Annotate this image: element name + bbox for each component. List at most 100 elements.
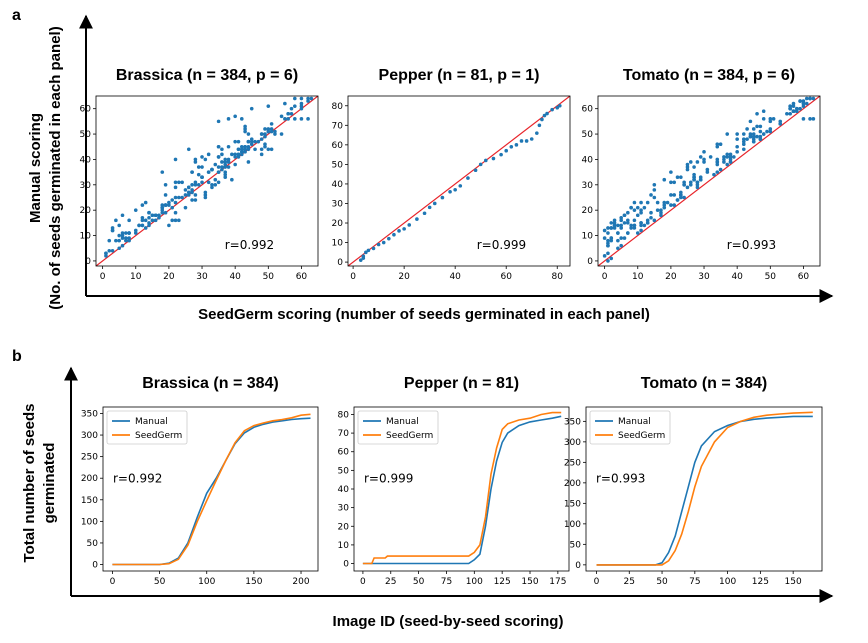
data-point: [695, 183, 700, 187]
data-point: [432, 201, 437, 206]
data-point: [216, 165, 221, 169]
data-point: [629, 223, 633, 228]
data-point: [200, 175, 204, 179]
plot-frame: [95, 95, 319, 267]
data-point: [649, 215, 653, 220]
data-point: [619, 215, 623, 220]
data-point: [682, 195, 686, 200]
data-point: [193, 183, 198, 187]
data-point: [679, 190, 683, 195]
data-point: [223, 157, 228, 162]
x-tick-label: 75: [441, 577, 452, 587]
data-point: [286, 111, 290, 116]
data-point: [705, 167, 710, 172]
data-point: [220, 160, 224, 164]
data-point: [273, 132, 277, 136]
series-line-seedgerm: [596, 411, 813, 566]
data-point: [612, 223, 617, 228]
x-tick-label: 10: [130, 272, 142, 282]
data-point: [609, 221, 614, 225]
data-point: [259, 147, 264, 152]
series-line-seedgerm: [362, 411, 562, 565]
data-point: [695, 180, 700, 185]
data-point: [173, 180, 178, 185]
data-point: [619, 226, 623, 230]
data-point: [183, 188, 188, 192]
data-point: [376, 242, 381, 247]
data-point: [672, 180, 677, 185]
data-point: [685, 167, 690, 172]
x-tick-label: 75: [689, 577, 700, 587]
data-point: [117, 223, 121, 228]
data-point: [761, 109, 766, 114]
data-point: [606, 243, 610, 248]
data-point: [440, 195, 445, 200]
data-point: [728, 160, 733, 164]
data-point: [127, 236, 131, 240]
y-tick-label: 150: [564, 499, 581, 509]
correlation-annotation: r=0.992: [113, 471, 162, 485]
data-point: [537, 123, 542, 128]
y-tick-label: 10: [582, 232, 594, 242]
data-point: [725, 152, 730, 157]
data-point: [387, 236, 391, 241]
data-point: [705, 170, 710, 174]
data-point: [702, 160, 706, 164]
data-point: [143, 218, 148, 223]
plot-frame: [597, 95, 821, 267]
data-point: [120, 213, 125, 218]
data-point: [632, 200, 637, 205]
data-point: [249, 139, 254, 144]
data-point: [639, 223, 643, 228]
chart-scatter-brassica: Brassica (n = 384, p = 6) 0 10 20 30 40 50 60 0 1…: [80, 67, 319, 282]
data-point: [514, 143, 519, 147]
data-point: [602, 254, 607, 258]
data-point: [163, 183, 168, 187]
data-point: [751, 134, 756, 139]
data-point: [778, 119, 783, 124]
data-point: [427, 205, 432, 210]
data-point: [239, 150, 244, 154]
plot-area: [348, 96, 570, 266]
data-point: [788, 111, 792, 116]
data-point: [273, 129, 277, 134]
x-tick-label: 100: [719, 577, 736, 587]
data-point: [233, 114, 237, 119]
data-point: [220, 167, 224, 172]
x-tick-label: 30: [196, 272, 208, 282]
data-point: [645, 218, 650, 223]
data-point: [177, 195, 181, 200]
x-tick-label: 0: [594, 577, 600, 587]
data-point: [140, 203, 145, 207]
data-point: [509, 145, 514, 149]
data-point: [293, 104, 297, 108]
data-point: [153, 218, 158, 223]
data-point: [256, 139, 261, 144]
data-point: [186, 185, 191, 190]
data-point: [147, 210, 151, 215]
data-point: [619, 243, 623, 248]
data-point: [632, 218, 637, 223]
data-point: [801, 101, 806, 106]
data-point: [269, 129, 274, 134]
data-point: [364, 250, 368, 255]
y-tick-label: 350: [564, 417, 581, 427]
data-point: [612, 221, 617, 225]
data-point: [755, 134, 759, 139]
data-point: [147, 215, 151, 220]
data-point: [289, 111, 294, 116]
data-point: [524, 139, 529, 143]
data-point: [669, 180, 673, 185]
data-point: [652, 188, 657, 192]
data-point: [236, 152, 241, 157]
data-point: [223, 162, 228, 167]
data-point: [761, 132, 766, 136]
y-tick-label: 30: [338, 504, 350, 514]
chart-cumul-pepper: Pepper (n = 81) 0 25 50 75 100 125 150 175 0 10 20 3…: [338, 375, 570, 587]
y-tick-label: 50: [80, 130, 92, 140]
y-tick-label: 80: [332, 102, 344, 112]
data-point: [200, 155, 204, 159]
data-point: [186, 190, 191, 195]
data-point: [216, 170, 221, 174]
data-point: [715, 170, 720, 174]
